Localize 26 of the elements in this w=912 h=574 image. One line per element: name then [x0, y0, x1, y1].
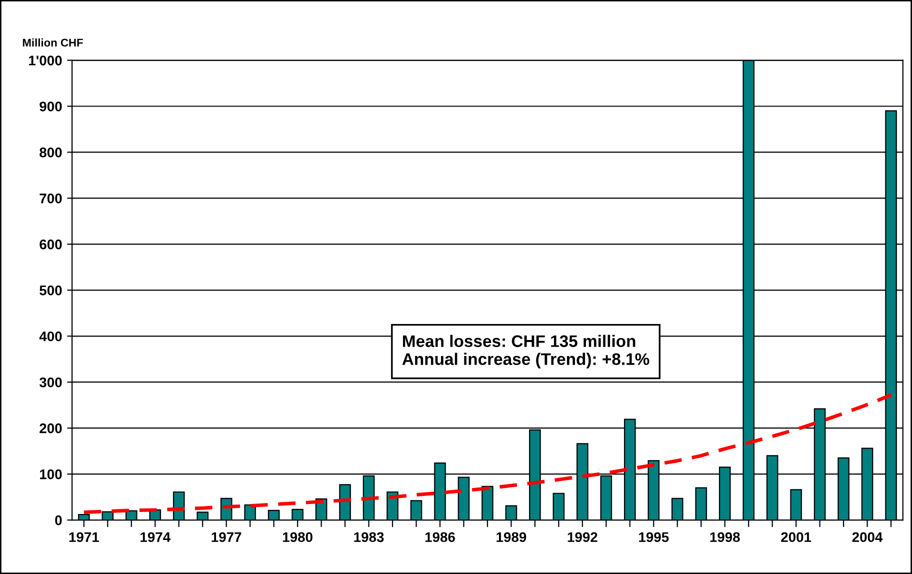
y-tick-label: 1'000: [29, 56, 62, 66]
y-tick-label: 900: [40, 102, 62, 112]
x-tick-label: 1980: [282, 532, 312, 542]
y-tick-label: 600: [40, 240, 62, 250]
y-tick-label: 700: [40, 194, 62, 204]
y-axis-title: Million CHF: [22, 38, 83, 47]
annotation: Mean losses: CHF 135 million Annual increase (Trend): +8.1%: [402, 334, 650, 368]
x-tick-label: 2001: [781, 532, 812, 542]
x-tick-label: 1986: [425, 532, 455, 542]
y-tick-label: 800: [40, 148, 62, 158]
y-tick-label: 100: [40, 469, 62, 480]
x-tick-label: 2004: [852, 532, 883, 542]
x-tick-label: 1983: [354, 532, 384, 542]
x-tick-label: 1974: [140, 532, 171, 542]
y-tick-label: 200: [40, 423, 62, 434]
x-tick-label: 1995: [639, 532, 669, 542]
x-tick-label: 1989: [496, 532, 526, 542]
x-tick-label: 1998: [710, 532, 740, 542]
x-tick-label: 1977: [212, 532, 242, 542]
x-tick-label: 1992: [568, 532, 598, 542]
y-tick-label: 0: [55, 515, 62, 526]
y-tick-label: 300: [39, 377, 62, 388]
x-tick-label: 1971: [69, 532, 99, 542]
y-tick-label: 500: [40, 285, 62, 296]
line-series: [82, 393, 893, 514]
y-tick-label: 400: [39, 331, 62, 342]
